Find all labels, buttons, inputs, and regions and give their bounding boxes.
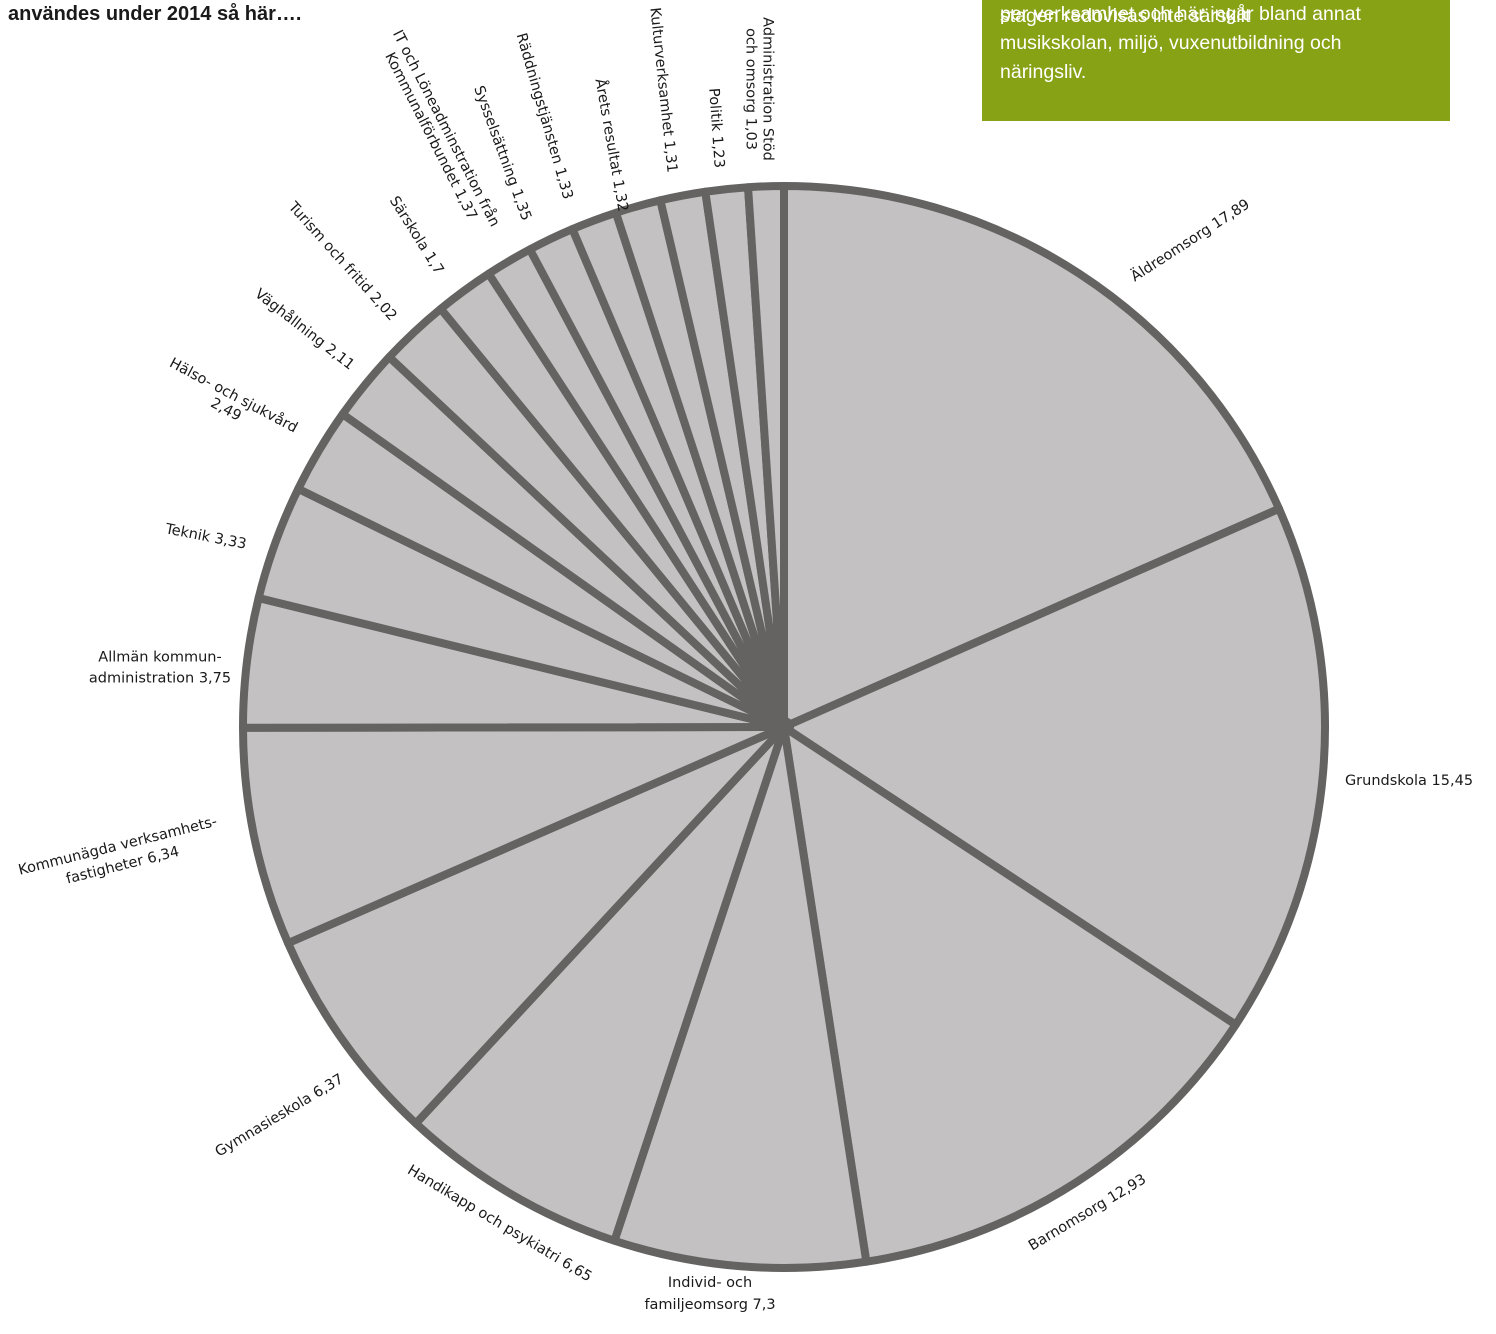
info-box-line: näringsliv. <box>1000 61 1087 83</box>
info-box: stagen redovisas inte särskilt per verks… <box>982 0 1450 121</box>
slice-label: Väghållning 2,11 <box>252 285 358 373</box>
slice-label: Grundskola 15,45 <box>1345 773 1473 789</box>
slice-label-line: Politik 1,23 <box>705 88 727 169</box>
slice-label-line: Räddningstjänsten 1,33 <box>513 31 576 201</box>
pie-slice <box>610 723 871 1272</box>
info-box-line: stagen redovisas inte särskilt <box>1000 5 1251 27</box>
slice-label: Individ- och familjeomsorg 7,3 <box>644 1275 775 1313</box>
pie-slice <box>239 723 788 948</box>
pie-slice <box>411 723 788 1245</box>
slice-label-line: och omsorg 1,03 <box>743 28 759 150</box>
pie-slices <box>238 182 1329 1272</box>
slice-label: Kommunägda verksamhets-fastigheter 6,34 <box>17 814 224 898</box>
info-box-line: musikskolan, miljö, vuxenutbildning och <box>1000 32 1342 54</box>
slice-label-line: Individ- och <box>668 1275 752 1291</box>
info-box-line: per verksamhet och här ingår bland annat <box>1000 3 1361 25</box>
slice-label-line: Teknik 3,33 <box>163 521 248 553</box>
slice-label-line: Grundskola 15,45 <box>1345 773 1473 789</box>
slice-label: Administration Stödoch omsorg 1,03 <box>743 17 776 161</box>
slice-label: Hälso- och sjukvård2,49 <box>159 354 300 450</box>
pie-slice <box>780 182 1284 731</box>
slice-label: Särskola 1,7 <box>386 194 447 278</box>
slice-label: Gymnasieskola 6,37 <box>213 1071 347 1160</box>
pie-center-hub <box>774 717 794 737</box>
slice-label-line: familjeomsorg 7,3 <box>644 1297 775 1313</box>
slice-label-line: Gymnasieskola 6,37 <box>213 1071 347 1160</box>
slice-label-line: Turism och fritid 2,02 <box>284 198 399 324</box>
slice-label-line: Allmän kommun- <box>98 650 221 666</box>
slice-label: Allmän kommun-administration 3,75 <box>89 650 231 687</box>
slice-label-line: Årets resultat 1,32 <box>591 77 631 213</box>
slice-label-line: Äldreomsorg 17,89 <box>1127 195 1253 285</box>
pie-slice <box>744 182 788 731</box>
pie-slice <box>284 723 788 1128</box>
chart-title: användes under 2014 så här…. <box>8 3 302 25</box>
pie-slice <box>780 504 1329 1029</box>
slice-label-line: Hälso- och sjukvård <box>167 354 301 436</box>
slice-label-line: Kulturverksamhet 1,31 <box>646 7 679 174</box>
slice-label: Kulturverksamhet 1,31 <box>646 7 679 174</box>
slice-label: Äldreomsorg 17,89 <box>1127 195 1253 285</box>
slice-label: Teknik 3,33 <box>163 521 248 553</box>
pie-slice <box>780 723 1240 1266</box>
slice-label-line: Väghållning 2,11 <box>252 285 358 373</box>
slice-label-line: Administration Stöd <box>760 17 776 161</box>
slice-label: Årets resultat 1,32 <box>591 77 631 213</box>
slice-label: Politik 1,23 <box>705 88 727 169</box>
slice-label-line: Särskola 1,7 <box>386 194 447 278</box>
slice-label: Räddningstjänsten 1,33 <box>513 31 576 201</box>
slice-label-line: administration 3,75 <box>89 671 231 687</box>
slice-label: Turism och fritid 2,02 <box>284 198 399 324</box>
